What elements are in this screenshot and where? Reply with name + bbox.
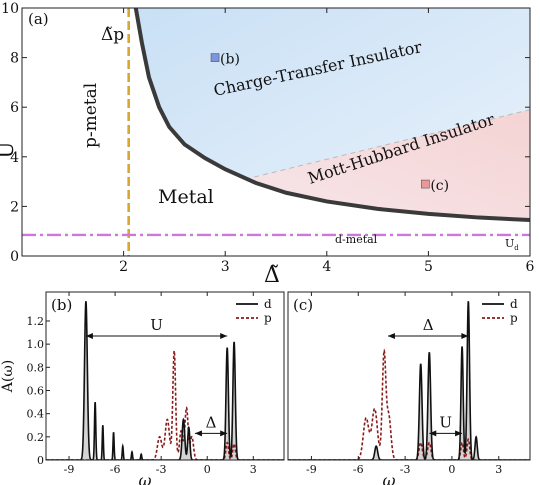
x-tick-label: -9: [64, 463, 75, 476]
y-tick-label: 2: [10, 199, 19, 215]
series-d: [288, 301, 530, 460]
arrow-head: [220, 333, 228, 340]
series-d: [46, 301, 284, 460]
d-fill: [46, 301, 284, 460]
x-tick-label: 2: [119, 259, 128, 275]
x-tick-label: 3: [221, 259, 230, 275]
spectrum-plot: [288, 301, 530, 460]
region-mott-hubbard: [245, 109, 530, 221]
d-fill: [288, 301, 530, 460]
panel-a-plot: [22, 8, 530, 256]
x-tick-label: 3: [250, 463, 257, 476]
arrow-head: [194, 430, 202, 437]
spectrum-frame: [287, 291, 531, 461]
marker-label: (c): [430, 178, 449, 194]
x-axis-label-spectrum: ω: [382, 471, 395, 485]
legend-label-d: d: [510, 297, 518, 311]
panel-label-a: (a): [28, 10, 49, 28]
spectrum-frame: [45, 291, 285, 461]
x-tick-label: 3: [495, 463, 502, 476]
annotation-label: Δ: [423, 316, 434, 334]
label-p-metal: p-metal: [81, 83, 101, 148]
y-tick-label: 0.4: [27, 408, 45, 421]
y-tick-label: 4: [10, 150, 19, 166]
y-axis-label-spectrum: A(ω): [0, 360, 16, 393]
marker-label: (b): [220, 52, 240, 68]
x-tick-label: 4: [322, 259, 331, 275]
x-tick-label: -6: [353, 463, 364, 476]
y-tick-label: 10: [1, 1, 19, 17]
x-tick-label: -9: [306, 463, 317, 476]
arrow-head: [461, 333, 469, 340]
y-tick-label: 0: [10, 249, 19, 265]
panel-label: (b): [51, 296, 72, 314]
label-d-metal: d-metal: [335, 233, 378, 246]
phase-boundary: [133, 8, 530, 223]
ct-mh-divider: [245, 109, 530, 180]
y-tick-label: 0.6: [27, 384, 45, 397]
annotation-label: U: [150, 316, 163, 334]
y-axis-label-a: U: [0, 142, 18, 159]
x-axis-label-a: Δ̃: [264, 263, 280, 288]
legend-label-p: p: [510, 311, 518, 325]
x-tick-label: 0: [448, 463, 455, 476]
panel-a-frame: [21, 7, 531, 257]
label-delta-p: Δ̃p: [101, 25, 124, 45]
legend-label-p: p: [264, 311, 272, 325]
legend-label-d: d: [264, 297, 272, 311]
marker-1: [421, 179, 430, 189]
x-tick-label: -3: [400, 463, 411, 476]
arrow-head: [85, 333, 93, 340]
y-tick-label: 0.2: [27, 431, 45, 444]
x-tick-label: 5: [424, 259, 433, 275]
y-tick-label: 8: [10, 51, 19, 67]
series-p: [46, 350, 284, 460]
arrow-head: [455, 430, 463, 437]
spectrum-plot: [46, 301, 284, 460]
x-tick-label: 6: [526, 259, 535, 275]
label-u-d: Ud: [505, 237, 519, 252]
arrow-head: [220, 430, 228, 437]
y-tick-label: 6: [10, 100, 19, 116]
y-tick-label: 1.2: [27, 315, 45, 328]
annotation-label: Δ: [206, 413, 217, 431]
arrow-head: [387, 333, 395, 340]
panel-label: (c): [293, 296, 313, 314]
x-tick-label: -3: [156, 463, 167, 476]
marker-0: [210, 53, 220, 62]
arrow-head: [429, 430, 437, 437]
x-tick-label: -6: [110, 463, 121, 476]
y-tick-label: 1.0: [27, 338, 45, 351]
label-metal: Metal: [158, 186, 214, 208]
annotation-label: U: [439, 413, 452, 431]
y-tick-label: 0: [37, 454, 44, 467]
series-p: [288, 348, 530, 460]
x-tick-label: 0: [204, 463, 211, 476]
y-tick-label: 0.8: [27, 361, 45, 374]
x-axis-label-spectrum: ω: [138, 471, 151, 485]
